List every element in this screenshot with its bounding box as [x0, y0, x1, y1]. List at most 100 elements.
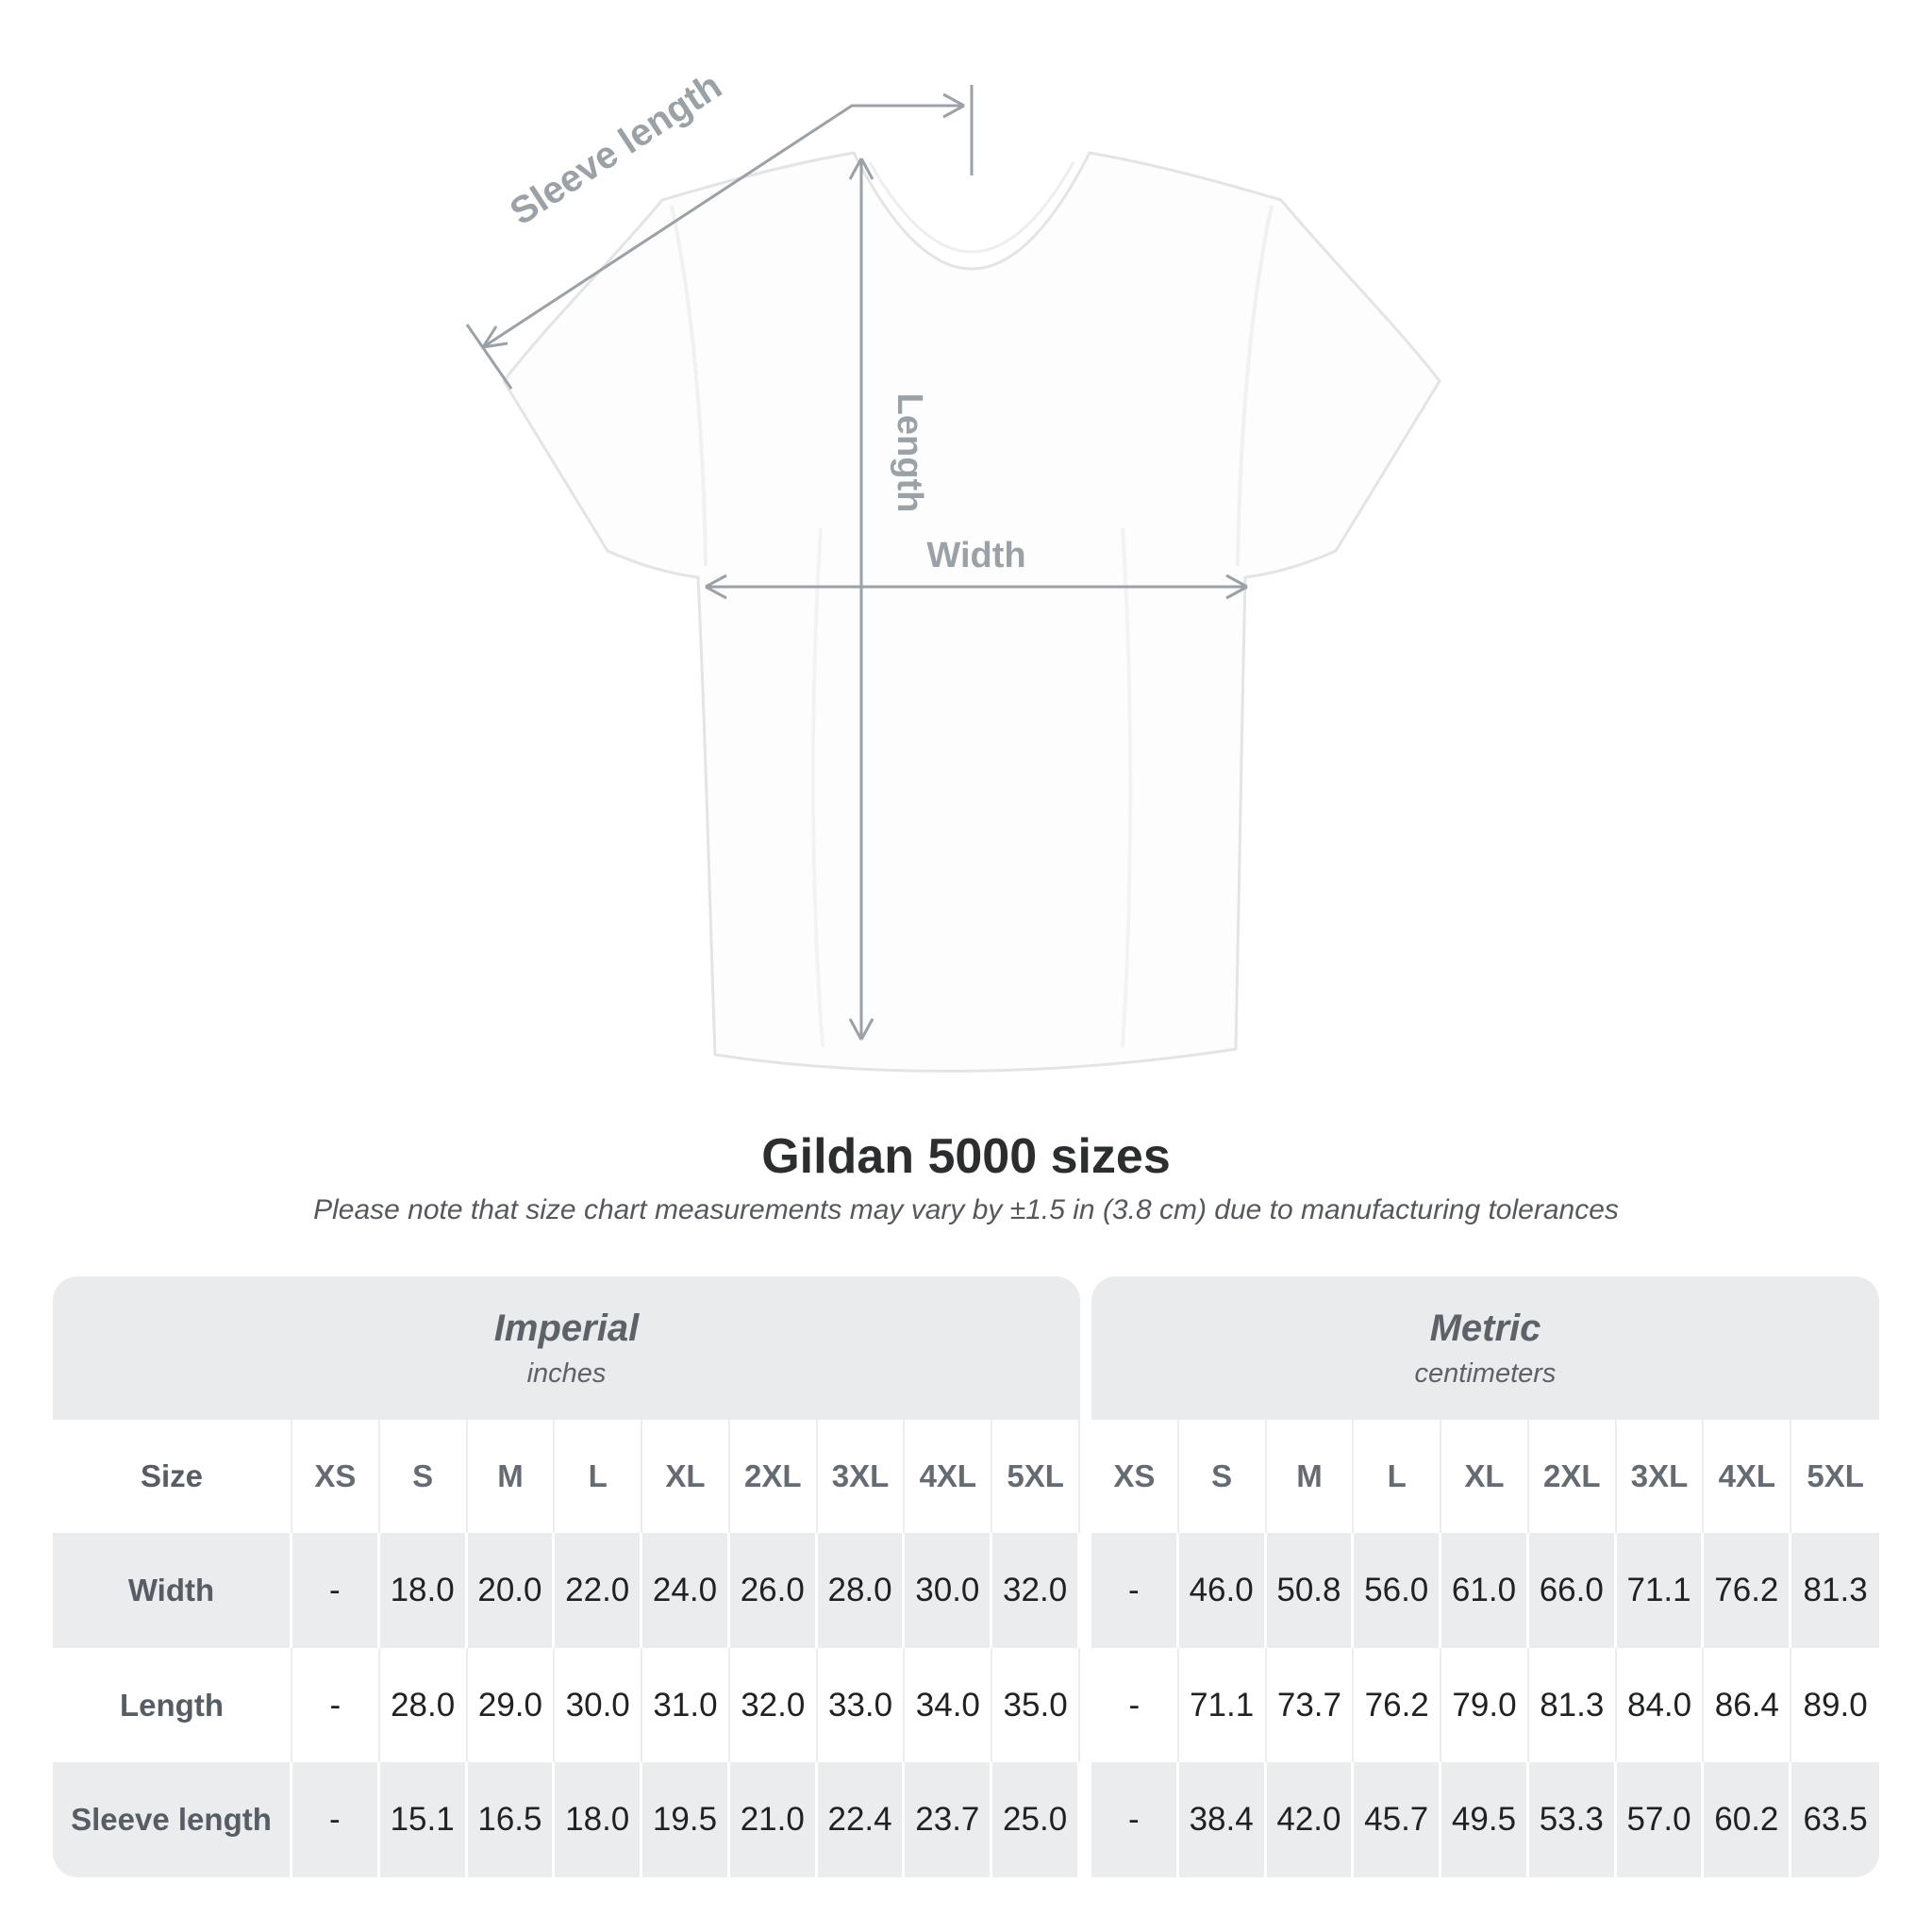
metric-value-cell: 42.0: [1266, 1762, 1355, 1877]
right-sleeve-seam: [1236, 205, 1274, 567]
size-header-metric-4xl: 4XL: [1704, 1420, 1792, 1533]
metric-value-cell: -: [1091, 1762, 1179, 1877]
sleeve-length-dimension: [465, 85, 974, 390]
size-header-metric-s: S: [1178, 1420, 1267, 1533]
width-label: Width: [926, 536, 1025, 575]
length-arrowhead-bottom: [848, 1018, 863, 1041]
measure-label: Sleeve length: [53, 1762, 292, 1877]
size-header-imperial-s: S: [379, 1420, 468, 1533]
metric-value-cell: 89.0: [1791, 1648, 1879, 1762]
page-title: Gildan 5000 sizes: [761, 1129, 1171, 1184]
size-header-metric-m: M: [1266, 1420, 1355, 1533]
size-header-metric-2xl: 2XL: [1528, 1420, 1617, 1533]
length-label: Length: [890, 393, 929, 513]
imperial-unit: inches: [526, 1357, 607, 1389]
size-table-grid: Imperial inches Metric centimeters Size X…: [53, 1276, 1879, 1877]
imperial-value-cell: 22.4: [817, 1762, 906, 1877]
imperial-value-cell: 15.1: [379, 1762, 468, 1877]
imperial-value-cell: 33.0: [817, 1648, 906, 1762]
metric-value-cell: 53.3: [1528, 1762, 1617, 1877]
imperial-value-cell: 26.0: [729, 1533, 818, 1648]
imperial-value-cell: 35.0: [992, 1648, 1080, 1762]
body-fold-right: [1121, 527, 1133, 1048]
size-header-metric-5xl: 5XL: [1791, 1420, 1879, 1533]
imperial-value-cell: 22.0: [555, 1533, 643, 1648]
metric-value-cell: 79.0: [1441, 1648, 1529, 1762]
sleeve-length-line: [482, 104, 964, 349]
sleeve-length-arrowhead-right: [942, 104, 965, 119]
imperial-value-cell: -: [292, 1762, 380, 1877]
section-gap: [1080, 1533, 1091, 1648]
imperial-value-cell: -: [292, 1648, 380, 1762]
section-gap: [1080, 1420, 1091, 1533]
sleeve-length-arrowhead-right: [942, 92, 965, 108]
size-header-metric-xl: XL: [1441, 1420, 1529, 1533]
unit-header-gap: [1080, 1276, 1091, 1420]
tolerance-note: Please note that size chart measurements…: [313, 1194, 1619, 1225]
size-header-imperial-xl: XL: [642, 1420, 730, 1533]
cuff-tick: [465, 324, 513, 390]
metric-unit: centimeters: [1414, 1357, 1557, 1389]
metric-value-cell: 71.1: [1178, 1648, 1267, 1762]
imperial-value-cell: 20.0: [467, 1533, 556, 1648]
imperial-value-cell: 21.0: [729, 1762, 818, 1877]
imperial-unit-header: Imperial inches: [53, 1276, 1080, 1420]
metric-value-cell: 57.0: [1616, 1762, 1705, 1877]
imperial-value-cell: 34.0: [905, 1648, 993, 1762]
tshirt-size-diagram: Sleeve length Length Width: [465, 65, 1441, 1073]
imperial-value-cell: 32.0: [729, 1648, 818, 1762]
size-header-imperial-m: M: [467, 1420, 556, 1533]
size-table: Imperial inches Metric centimeters Size X…: [53, 1276, 1879, 1877]
metric-value-cell: -: [1091, 1533, 1179, 1648]
tshirt-illustration: [502, 151, 1441, 1073]
metric-value-cell: 73.7: [1266, 1648, 1355, 1762]
measure-label: Length: [53, 1648, 292, 1762]
imperial-value-cell: 19.5: [642, 1762, 730, 1877]
measure-label: Width: [53, 1533, 292, 1648]
imperial-value-cell: 28.0: [379, 1648, 468, 1762]
imperial-value-cell: 30.0: [905, 1533, 993, 1648]
section-gap: [1080, 1762, 1091, 1877]
metric-value-cell: 63.5: [1791, 1762, 1879, 1877]
width-arrowhead-left: [705, 574, 727, 589]
metric-unit-header: Metric centimeters: [1091, 1276, 1879, 1420]
metric-value-cell: 86.4: [1704, 1648, 1792, 1762]
metric-value-cell: 81.3: [1791, 1533, 1879, 1648]
width-arrowhead-left: [705, 585, 727, 600]
section-gap: [1080, 1648, 1091, 1762]
length-arrowhead-top: [848, 158, 863, 180]
metric-value-cell: 71.1: [1616, 1533, 1705, 1648]
size-header-imperial-4xl: 4XL: [905, 1420, 993, 1533]
metric-value-cell: 76.2: [1704, 1533, 1792, 1648]
size-header-imperial-2xl: 2XL: [729, 1420, 818, 1533]
imperial-value-cell: 25.0: [992, 1762, 1080, 1877]
sleeve-length-arrowhead-left: [482, 341, 508, 349]
length-arrowhead-bottom: [859, 1018, 874, 1041]
size-header-metric-xs: XS: [1091, 1420, 1179, 1533]
metric-value-cell: 76.2: [1354, 1648, 1442, 1762]
metric-value-cell: 46.0: [1178, 1533, 1267, 1648]
imperial-value-cell: 24.0: [642, 1533, 730, 1648]
imperial-value-cell: -: [292, 1533, 380, 1648]
size-header-metric-l: L: [1354, 1420, 1442, 1533]
imperial-value-cell: 30.0: [555, 1648, 643, 1762]
metric-value-cell: 50.8: [1266, 1533, 1355, 1648]
metric-label: Metric: [1429, 1307, 1541, 1349]
collar-inner-arc: [868, 161, 1075, 254]
size-header-imperial-l: L: [555, 1420, 643, 1533]
size-header-imperial-xs: XS: [292, 1420, 380, 1533]
imperial-value-cell: 18.0: [379, 1533, 468, 1648]
collar-outer-arc: [852, 152, 1091, 271]
imperial-value-cell: 16.5: [467, 1762, 556, 1877]
metric-value-cell: 45.7: [1354, 1762, 1442, 1877]
size-header-metric-3xl: 3XL: [1616, 1420, 1705, 1533]
imperial-value-cell: 32.0: [992, 1533, 1080, 1648]
imperial-label: Imperial: [493, 1307, 640, 1349]
length-dimension: [848, 158, 874, 1041]
metric-value-cell: 81.3: [1528, 1648, 1617, 1762]
length-arrowhead-top: [859, 158, 874, 180]
imperial-value-cell: 28.0: [817, 1533, 906, 1648]
metric-value-cell: 49.5: [1441, 1762, 1529, 1877]
metric-value-cell: 38.4: [1178, 1762, 1267, 1877]
